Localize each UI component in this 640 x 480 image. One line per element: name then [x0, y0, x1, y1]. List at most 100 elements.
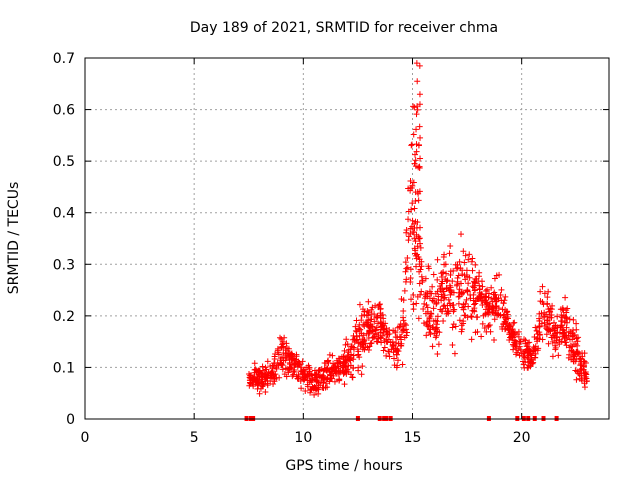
x-tick-label: 0	[81, 430, 90, 446]
data-point	[562, 313, 569, 320]
y-tick-label: 0.2	[53, 309, 75, 325]
data-point	[416, 62, 423, 69]
data-point	[320, 379, 327, 386]
data-point	[545, 288, 552, 295]
data-point	[428, 290, 435, 297]
data-point	[300, 376, 307, 383]
data-point	[336, 376, 343, 383]
data-point	[573, 326, 580, 333]
data-point	[415, 315, 422, 322]
data-point	[486, 300, 493, 307]
data-point	[457, 265, 464, 272]
data-point	[583, 375, 590, 382]
data-point	[261, 370, 268, 377]
data-point	[372, 302, 379, 309]
data-point	[508, 333, 515, 340]
data-point	[444, 277, 451, 284]
data-point	[413, 111, 420, 118]
data-point	[356, 326, 363, 333]
data-point	[510, 320, 517, 327]
data-point	[540, 314, 547, 321]
data-point	[420, 320, 427, 327]
data-point	[561, 335, 568, 342]
data-point	[438, 270, 445, 277]
data-point	[573, 376, 580, 383]
data-point	[514, 349, 521, 356]
data-point	[560, 312, 567, 319]
data-point	[397, 342, 404, 349]
data-point	[458, 231, 465, 238]
data-point	[268, 370, 275, 377]
data-point	[258, 370, 265, 377]
data-point	[417, 266, 424, 273]
data-point	[402, 268, 409, 275]
data-point	[476, 286, 483, 293]
data-point	[392, 329, 399, 336]
data-point	[360, 341, 367, 348]
data-point	[305, 362, 312, 369]
data-point	[530, 348, 537, 355]
data-point	[434, 351, 441, 358]
data-point	[424, 308, 431, 315]
data-point	[371, 318, 378, 325]
data-point	[531, 333, 538, 340]
data-point	[356, 301, 363, 308]
data-point	[257, 385, 264, 392]
data-point	[307, 389, 314, 396]
data-point	[293, 351, 300, 358]
data-point	[403, 265, 410, 272]
data-point	[456, 286, 463, 293]
data-point	[479, 283, 486, 290]
data-point	[345, 349, 352, 356]
data-point	[289, 373, 296, 380]
data-point	[428, 311, 435, 318]
data-point	[536, 323, 543, 330]
data-point	[346, 355, 353, 362]
data-point	[394, 362, 401, 369]
data-point	[532, 324, 539, 331]
data-point	[358, 371, 365, 378]
data-point	[501, 311, 508, 318]
data-point	[545, 340, 552, 347]
data-point	[546, 320, 553, 327]
y-tick-label: 0.3	[53, 257, 75, 273]
data-point	[559, 330, 566, 337]
data-point	[527, 351, 534, 358]
data-point	[412, 151, 419, 158]
data-point	[334, 359, 341, 366]
data-point	[439, 280, 446, 287]
data-point	[441, 302, 448, 309]
data-point	[543, 311, 550, 318]
data-point	[413, 300, 420, 307]
data-point	[463, 267, 470, 274]
data-point	[259, 363, 266, 370]
data-point	[539, 283, 546, 290]
data-point	[455, 289, 462, 296]
data-point	[471, 279, 478, 286]
data-point	[245, 370, 252, 377]
data-point	[413, 126, 420, 133]
data-point	[416, 123, 423, 130]
data-point	[414, 106, 421, 113]
data-point	[461, 312, 468, 319]
data-point	[458, 291, 465, 298]
data-point	[341, 381, 348, 388]
data-point	[570, 332, 577, 339]
y-tick-label: 0.4	[53, 206, 75, 222]
data-point	[304, 371, 311, 378]
data-point	[470, 284, 477, 291]
data-point	[492, 307, 499, 314]
data-point	[434, 276, 441, 283]
data-point	[536, 315, 543, 322]
data-point	[470, 291, 477, 298]
data-point	[333, 370, 340, 377]
data-point	[521, 350, 528, 357]
data-point	[344, 366, 351, 373]
data-point	[366, 323, 373, 330]
data-point	[418, 258, 425, 265]
data-point	[358, 312, 365, 319]
data-point	[408, 142, 415, 149]
data-point	[449, 278, 456, 285]
data-point	[524, 354, 531, 361]
